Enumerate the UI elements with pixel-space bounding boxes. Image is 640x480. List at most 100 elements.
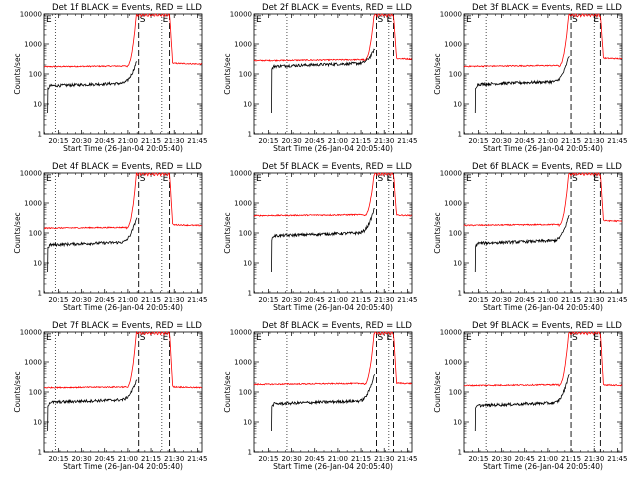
x-tick-label: 20:45 [305,296,325,304]
x-tick-label: 21:00 [328,296,348,304]
y-tick-label: 1000 [24,41,42,49]
marker-label-saa-end: E [593,174,599,184]
plot-frame [253,331,413,453]
y-tick-label: 1 [38,290,42,298]
lld-series-line [463,172,623,228]
marker-label-start: E [466,333,472,343]
x-axis-label: Start Time (26-Jan-04 20:05:40) [63,462,183,471]
marker-label-start: E [466,174,472,184]
y-tick-label: 1000 [234,41,252,49]
y-tick-label: 1 [248,290,252,298]
marker-label-saa-start: S [572,174,578,184]
plot-frame [43,172,203,294]
panel-det-3: Det 3f BLACK = Events, RED = LLD 1 10 100 10… [433,3,627,153]
x-tick-label: 20:30 [491,455,511,463]
marker-label-saa-end: E [593,333,599,343]
x-tick-label: 21:30 [374,137,394,145]
y-tick-label: 100 [449,230,462,238]
x-axis-label: Start Time (26-Jan-04 20:05:40) [483,303,603,312]
y-axis-label: Counts/sec [433,53,442,94]
y-axis-label: Counts/sec [13,53,22,94]
x-tick-label: 20:30 [491,137,511,145]
x-tick-label: 21:30 [584,137,604,145]
events-series-line [47,217,138,273]
x-tick-label: 21:45 [607,296,627,304]
x-tick-label: 21:30 [584,455,604,463]
panel-det-6: Det 6f BLACK = Events, RED = LLD 1 10 100 10… [433,162,627,312]
x-tick-label: 20:30 [491,296,511,304]
y-tick-label: 10 [453,419,462,427]
marker-label-saa-start: S [377,15,383,25]
x-tick-label: 20:45 [515,296,535,304]
panel-det-4: Det 4f BLACK = Events, RED = LLD 1 10 100 10… [13,162,207,312]
marker-label-saa-start: S [377,174,383,184]
y-tick-label: 10 [243,101,252,109]
panel-title: Det 9f BLACK = Events, RED = LLD [472,321,622,331]
plot-frame [43,331,203,453]
y-tick-label: 10 [33,419,42,427]
y-axis-label: Counts/sec [223,212,232,253]
x-tick-label: 21:15 [561,137,581,145]
x-axis-label: Start Time (26-Jan-04 20:05:40) [63,303,183,312]
y-tick-label: 100 [239,71,252,79]
lld-series-line [253,172,413,217]
panel-title: Det 1f BLACK = Events, RED = LLD [52,3,202,13]
y-axis-label: Counts/sec [223,53,232,94]
events-series-line [474,214,570,273]
y-tick-label: 100 [239,389,252,397]
y-tick-label: 10000 [440,11,462,19]
x-axis-label: Start Time (26-Jan-04 20:05:40) [483,462,603,471]
x-tick-label: 21:00 [538,455,558,463]
lld-series-line [44,172,202,230]
x-tick-label: 21:45 [607,137,627,145]
y-tick-label: 1 [38,449,42,457]
y-tick-label: 10000 [440,170,462,178]
y-tick-label: 10 [453,101,462,109]
x-tick-label: 21:45 [187,137,207,145]
x-tick-label: 20:45 [305,137,325,145]
x-tick-label: 21:45 [397,455,417,463]
y-tick-label: 100 [239,230,252,238]
x-tick-label: 20:45 [305,455,325,463]
x-tick-label: 21:30 [374,296,394,304]
x-tick-label: 20:15 [48,137,68,145]
x-tick-label: 21:15 [141,296,161,304]
x-tick-label: 21:45 [187,455,207,463]
y-tick-label: 1000 [234,359,252,367]
marker-label-start: E [46,174,52,184]
x-axis-label: Start Time (26-Jan-04 20:05:40) [273,303,393,312]
y-axis-label: Counts/sec [223,371,232,412]
marker-label-start: E [256,174,262,184]
events-series-line [271,374,376,432]
panel-title: Det 7f BLACK = Events, RED = LLD [52,321,202,331]
marker-label-start: E [46,333,52,343]
lld-series-line [43,13,202,68]
x-tick-label: 21:00 [328,137,348,145]
y-tick-label: 10 [33,101,42,109]
y-tick-label: 100 [29,71,42,79]
y-tick-label: 1 [248,131,252,139]
panel-det-9: Det 9f BLACK = Events, RED = LLD 1 10 100 10… [433,321,627,471]
y-tick-label: 1 [458,290,462,298]
events-series-line [271,208,375,273]
y-tick-label: 10 [243,260,252,268]
plot-frame [463,13,623,135]
panel-title: Det 3f BLACK = Events, RED = LLD [472,3,622,13]
x-tick-label: 20:15 [468,137,488,145]
x-axis-label: Start Time (26-Jan-04 20:05:40) [273,144,393,153]
panel-det-1: Det 1f BLACK = Events, RED = LLD 1 10 100 10… [13,3,207,153]
y-tick-label: 10000 [230,11,252,19]
panel-title: Det 6f BLACK = Events, RED = LLD [472,162,622,172]
marker-label-saa-end: E [163,15,169,25]
y-tick-label: 1000 [24,200,42,208]
x-tick-label: 21:00 [118,455,138,463]
marker-label-saa-start: S [377,333,383,343]
panel-det-7: Det 7f BLACK = Events, RED = LLD 1 10 100 10… [13,321,207,471]
x-tick-label: 20:15 [48,296,68,304]
x-tick-label: 20:15 [468,455,488,463]
x-tick-label: 21:15 [351,296,371,304]
y-tick-label: 10000 [440,329,462,337]
x-tick-label: 20:45 [515,455,535,463]
marker-label-saa-end: E [163,174,169,184]
